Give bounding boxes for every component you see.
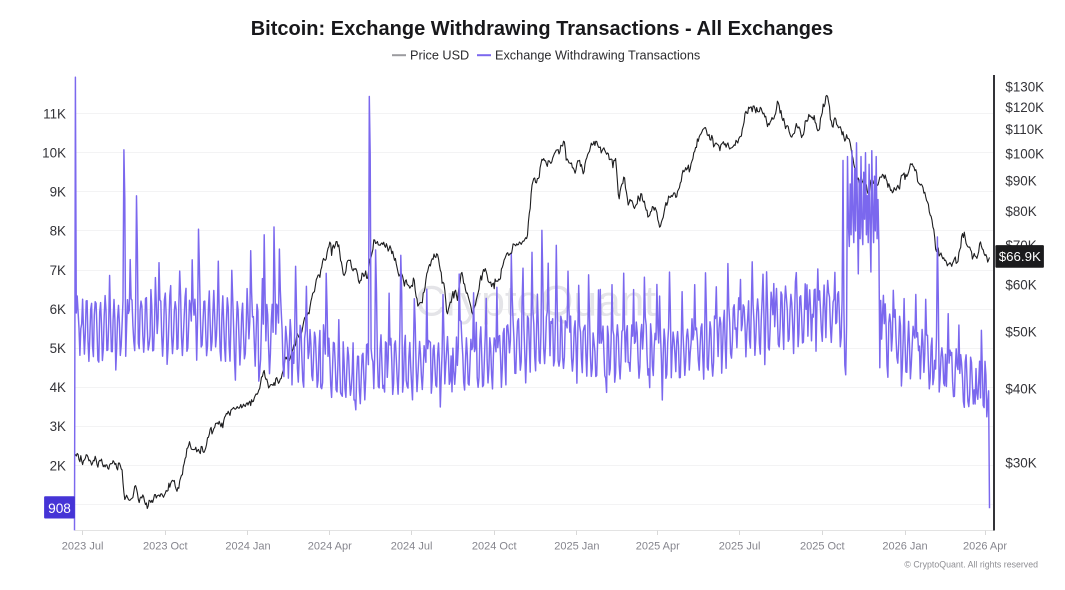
svg-text:7K: 7K — [50, 263, 66, 278]
svg-text:2K: 2K — [50, 458, 66, 473]
svg-text:$130K: $130K — [1005, 79, 1044, 94]
svg-text:2024 Jul: 2024 Jul — [391, 540, 433, 552]
svg-text:2024 Oct: 2024 Oct — [472, 540, 517, 552]
svg-text:2026 Jan: 2026 Jan — [882, 540, 927, 552]
svg-text:11K: 11K — [43, 106, 66, 121]
svg-text:3K: 3K — [50, 419, 66, 434]
svg-text:$40K: $40K — [1005, 382, 1036, 397]
svg-text:Exchange Withdrawing Transacti: Exchange Withdrawing Transactions — [495, 49, 700, 63]
svg-text:© CryptoQuant. All rights rese: © CryptoQuant. All rights reserved — [904, 559, 1038, 569]
svg-text:$50K: $50K — [1005, 324, 1036, 339]
svg-text:$110K: $110K — [1005, 122, 1043, 137]
svg-text:10K: 10K — [42, 146, 66, 161]
svg-text:2023 Oct: 2023 Oct — [143, 540, 188, 552]
svg-text:2023 Jul: 2023 Jul — [62, 540, 104, 552]
svg-text:2025 Jan: 2025 Jan — [554, 540, 599, 552]
svg-text:$100K: $100K — [1005, 147, 1044, 162]
svg-text:908: 908 — [48, 501, 71, 516]
svg-text:$60K: $60K — [1005, 278, 1036, 293]
svg-text:$120K: $120K — [1005, 100, 1044, 115]
svg-text:$30K: $30K — [1005, 455, 1036, 470]
svg-text:4K: 4K — [50, 380, 66, 395]
svg-text:CryptoQuant: CryptoQuant — [415, 279, 656, 326]
svg-text:9K: 9K — [50, 185, 66, 200]
svg-text:Bitcoin: Exchange Withdrawing: Bitcoin: Exchange Withdrawing Transactio… — [251, 18, 834, 40]
svg-text:2024 Jan: 2024 Jan — [225, 540, 270, 552]
svg-text:8K: 8K — [50, 224, 66, 239]
svg-text:$80K: $80K — [1005, 204, 1036, 219]
svg-text:5K: 5K — [50, 341, 66, 356]
svg-text:6K: 6K — [50, 302, 66, 317]
svg-text:Price USD: Price USD — [410, 49, 469, 63]
svg-text:2025 Apr: 2025 Apr — [636, 540, 680, 552]
svg-text:2025 Oct: 2025 Oct — [800, 540, 845, 552]
svg-text:2026 Apr: 2026 Apr — [963, 540, 1007, 552]
svg-text:$90K: $90K — [1005, 174, 1036, 189]
svg-text:2024 Apr: 2024 Apr — [308, 540, 352, 552]
svg-text:$66.9K: $66.9K — [999, 249, 1041, 264]
svg-text:2025 Jul: 2025 Jul — [719, 540, 761, 552]
